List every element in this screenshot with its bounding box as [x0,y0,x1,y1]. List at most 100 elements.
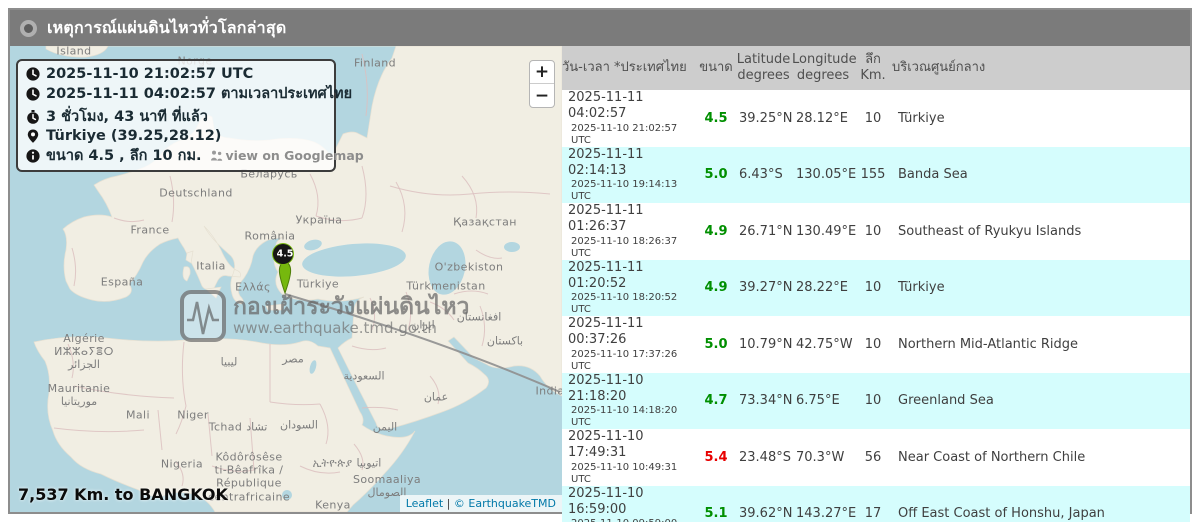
quake-row[interactable]: 2025-11-11 02:14:13 2025-11-10 19:14:13 U… [562,146,1190,203]
latest-quakes-panel: เหตุการณ์แผ่นดินไหวทั่วโลกล่าสุด [8,8,1192,522]
zoom-in-button[interactable]: + [530,61,554,84]
location-pin-icon [27,129,39,143]
magnitude-cell: 4.5 [704,110,728,126]
latitude-cell: 10.79°N [739,336,793,352]
sardinia-island [182,266,191,282]
col-magnitude: ขนาด [697,46,735,90]
col-region: บริเวณศูนย์กลาง [892,46,1190,90]
datetime-cell: 2025-11-10 16:59:002025-11-10 09:59:00 U… [568,485,677,522]
quake-table-body: 2025-11-11 04:02:57 2025-11-10 21:02:57 U… [562,90,1190,522]
quake-row[interactable]: 2025-11-11 01:26:37 2025-11-10 18:26:37 U… [562,203,1190,260]
longitude-cell: 70.3°W [796,449,845,465]
country-borders [53,53,551,487]
googlemap-link-label: view on Googlemap [225,148,364,163]
datetime-cell: 2025-11-11 04:02:57 2025-11-10 21:02:57 U… [568,90,678,146]
datetime-cell: 2025-11-11 02:14:13 2025-11-10 19:14:13 U… [568,146,678,203]
magnitude-cell: 4.9 [704,223,728,239]
info-utc-time: 2025-11-10 21:02:57 UTC [46,66,254,82]
depth-cell: 10 [864,223,882,239]
leaflet-map[interactable]: IslandNorgeFinlandБеларусьDeutschlandFra… [10,46,562,512]
datetime-cell: 2025-11-10 17:49:31 2025-11-10 10:49:31 U… [568,429,678,485]
latitude-cell: 39.25°N [739,110,793,126]
quake-marker[interactable]: 4.5 [268,243,302,295]
panel-header: เหตุการณ์แผ่นดินไหวทั่วโลกล่าสุด [10,10,1190,46]
quake-row[interactable]: 2025-11-10 17:49:31 2025-11-10 10:49:31 U… [562,429,1190,486]
magnitude-cell: 4.7 [704,393,728,409]
quake-info-popup: 2025-11-10 21:02:57 UTC 2025-11-11 04:02… [16,59,364,172]
record-icon [20,19,37,37]
googlemap-link[interactable]: view on Googlemap [210,148,364,163]
quake-table: วัน-เวลา *ประเทศไทย ขนาด Latitude degree… [562,46,1190,522]
latitude-cell: 23.48°S [739,449,791,465]
longitude-cell: 143.27°E [796,506,857,522]
info-utc-row: 2025-11-10 21:02:57 UTC [26,66,326,82]
longitude-cell: 28.22°E [796,280,848,296]
region-cell: Southeast of Ryukyu Islands [898,223,1082,239]
quake-row[interactable]: 2025-11-11 04:02:57 2025-11-10 21:02:57 U… [562,90,1190,147]
azov-sea [304,239,322,251]
leaflet-link[interactable]: Leaflet [405,497,444,510]
corsica-island [185,250,194,264]
line-to-bangkok [284,293,561,393]
quake-row[interactable]: 2025-11-11 00:37:26 2025-11-10 17:37:26 U… [562,316,1190,373]
region-cell: Türkiye [898,110,945,126]
clock-icon [26,67,40,81]
region-cell: Near Coast of Northern Chile [898,449,1086,465]
depth-cell: 10 [864,280,882,296]
latitude-cell: 73.34°N [739,393,793,409]
quake-row[interactable]: 2025-11-10 16:59:002025-11-10 09:59:00 U… [562,485,1190,522]
zoom-out-button[interactable]: − [534,85,550,106]
longitude-cell: 6.75°E [796,393,840,409]
info-location-row: Türkiye (39.25,28.12) [26,128,326,144]
sicily-island [205,286,222,299]
latitude-cell: 26.71°N [739,223,793,239]
stopwatch-icon [27,109,39,124]
magnitude-cell: 5.0 [704,167,728,183]
col-longitude: Longitude degrees [792,46,857,90]
quake-row[interactable]: 2025-11-10 21:18:20 2025-11-10 14:18:20 U… [562,372,1190,429]
depth-cell: 10 [864,110,882,126]
magnitude-cell: 5.0 [704,336,728,352]
gulf-of-finland [336,110,365,133]
info-thai-time: 2025-11-11 04:02:57 ตามเวลาประเทศไทย [46,86,353,102]
depth-cell: 17 [864,506,882,522]
info-elapsed: 3 ชั่วโมง, 43 นาที ที่แล้ว [46,109,208,125]
magnitude-cell: 5.1 [704,506,728,522]
col-latitude: Latitude degrees [735,46,792,90]
datetime-cell: 2025-11-11 01:20:52 2025-11-10 18:20:52 U… [568,259,678,316]
region-cell: Greenland Sea [898,393,994,409]
quake-table-panel: วัน-เวลา *ประเทศไทย ขนาด Latitude degree… [562,46,1190,522]
info-thai-row: 2025-11-11 04:02:57 ตามเวลาประเทศไทย [26,82,352,105]
map-attribution: Leaflet | © EarthquakeTMD [399,495,562,512]
marker-pin-icon [272,243,294,295]
info-location: Türkiye (39.25,28.12) [46,128,222,144]
map-zoom-control: + − [529,60,555,108]
region-cell: Banda Sea [898,167,968,183]
panel-title: เหตุการณ์แผ่นดินไหวทั่วโลกล่าสุด [47,17,287,37]
quake-row[interactable]: 2025-11-11 01:20:52 2025-11-10 18:20:52 U… [562,259,1190,316]
googlemap-icon [210,150,222,161]
magnitude-cell: 4.9 [704,280,728,296]
region-cell: Off East Coast of Honshu, Japan [898,506,1105,522]
depth-cell: 155 [860,167,886,183]
col-depth: ลึก Km. [854,46,892,90]
longitude-cell: 28.12°E [796,110,848,126]
depth-cell: 10 [864,336,882,352]
longitude-cell: 130.05°E [796,167,857,183]
info-magnitude-depth: ขนาด 4.5 , ลึก 10 กม. [46,148,202,164]
magnitude-cell: 5.4 [704,449,728,465]
earthquaketmd-link[interactable]: © EarthquakeTMD [453,497,556,510]
datetime-cell: 2025-11-11 01:26:37 2025-11-10 18:26:37 U… [568,203,678,259]
caspian-sea [428,241,466,295]
attribution-separator: | [443,497,454,510]
latitude-cell: 39.27°N [739,280,793,296]
info-magnitude-row: ขนาด 4.5 , ลึก 10 กม. view on Googlemap [26,144,364,167]
latitude-cell: 39.62°N [739,506,793,522]
longitude-cell: 130.49°E [796,223,857,239]
depth-cell: 10 [864,393,882,409]
datetime-cell: 2025-11-11 00:37:26 2025-11-10 17:37:26 U… [568,316,678,372]
latitude-cell: 6.43°S [739,167,783,183]
aral-sea [504,242,520,252]
col-datetime: วัน-เวลา *ประเทศไทย [562,46,697,90]
